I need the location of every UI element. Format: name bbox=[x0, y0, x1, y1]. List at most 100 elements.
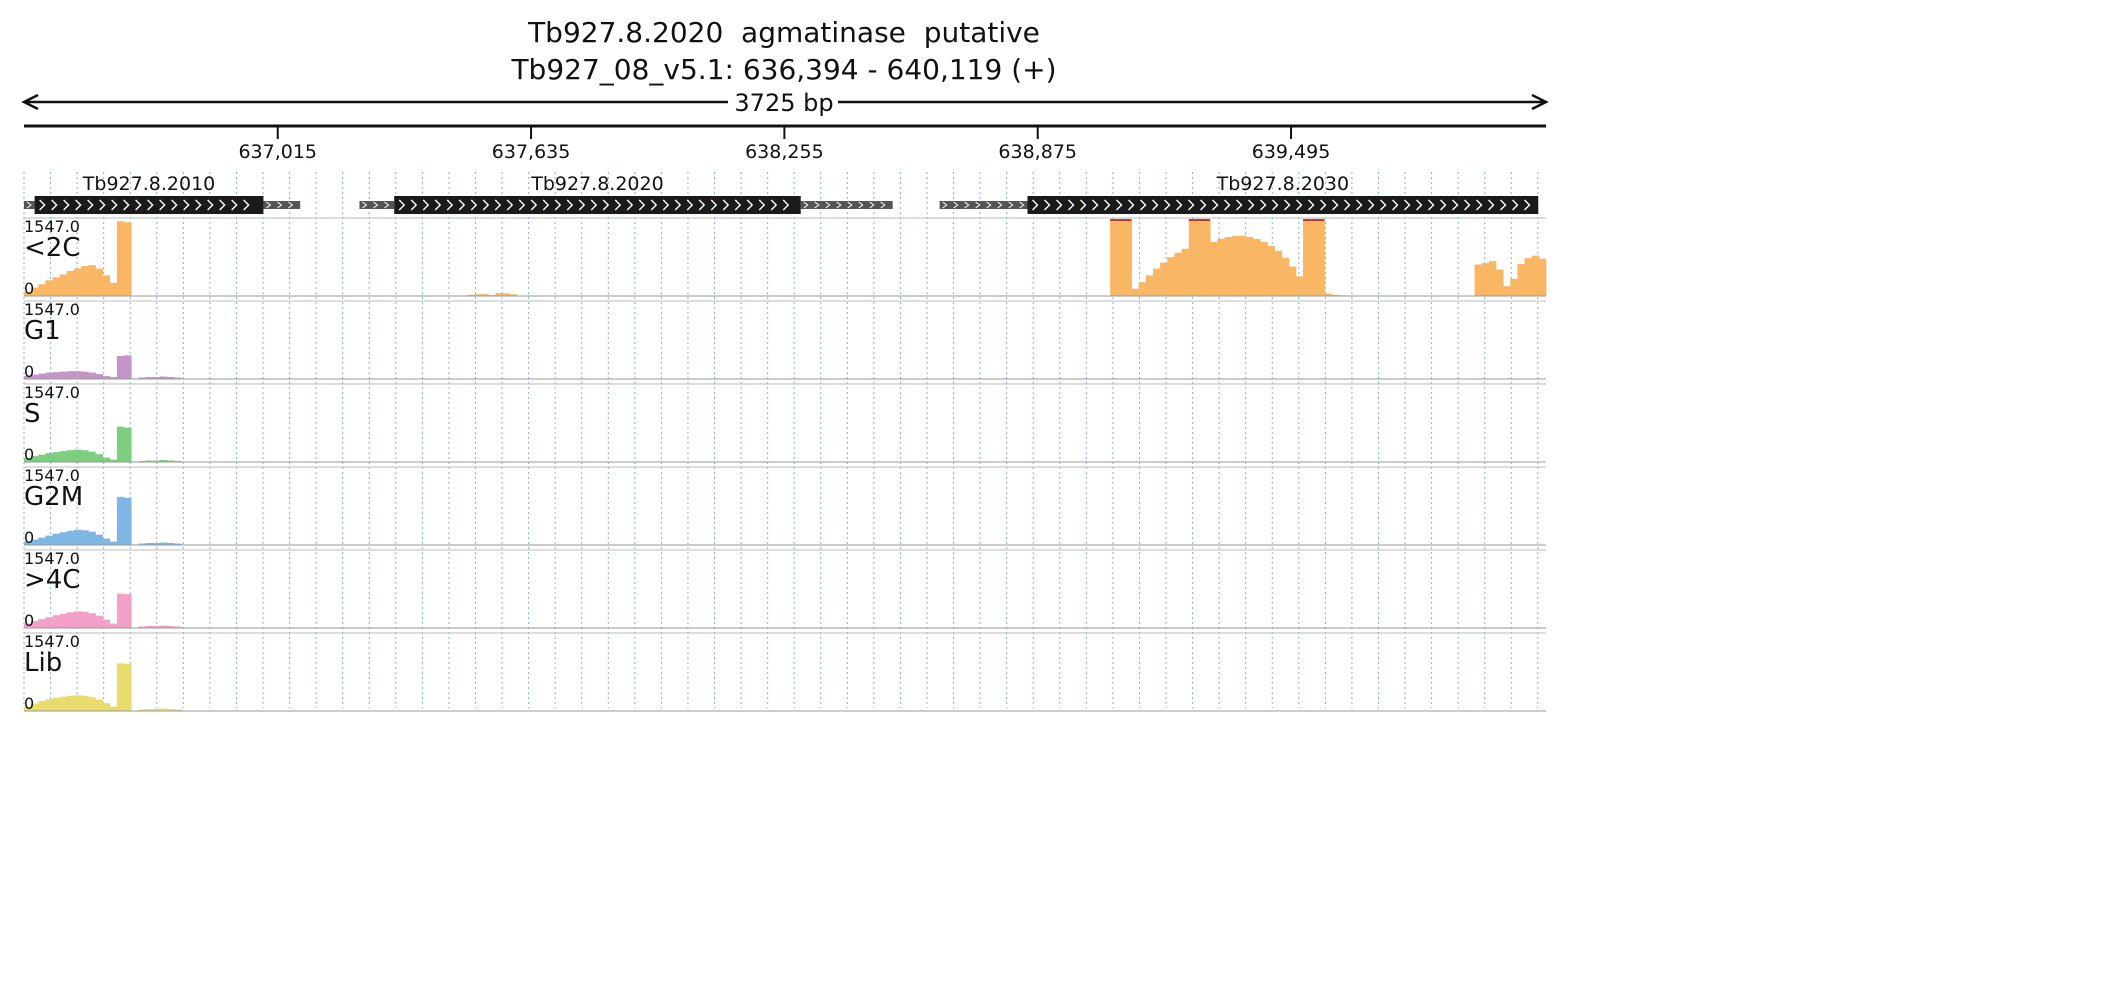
strand-arrow bbox=[975, 201, 981, 209]
coverage-bar bbox=[124, 355, 132, 379]
coverage-bar bbox=[45, 453, 53, 462]
coverage-bar bbox=[45, 617, 53, 628]
coverage-bar bbox=[1203, 220, 1211, 296]
coverage-bar bbox=[1110, 220, 1118, 296]
strand-arrow bbox=[770, 199, 778, 211]
coverage-bar bbox=[174, 626, 182, 628]
coverage-bar bbox=[1303, 220, 1311, 296]
strand-arrow bbox=[63, 199, 70, 211]
coverage-bar bbox=[74, 611, 82, 628]
coverage-bar bbox=[1231, 236, 1240, 296]
strand-arrow bbox=[997, 201, 1003, 209]
coverage-bar bbox=[24, 292, 32, 296]
gene-annotation-track: Tb927.8.2010 Tb927.8.2020 Tb927.8.2030 bbox=[24, 173, 1539, 214]
strand-arrow bbox=[26, 201, 32, 209]
strand-arrow bbox=[1200, 199, 1207, 211]
coverage-bar bbox=[95, 268, 104, 296]
coverage-track: 1547.0 0 G2M bbox=[24, 466, 1546, 547]
strand-arrow bbox=[470, 199, 478, 211]
strand-arrow bbox=[1188, 199, 1195, 211]
coverage-bar bbox=[74, 695, 82, 711]
coverage-bar bbox=[59, 371, 68, 379]
strand-arrow bbox=[1044, 199, 1051, 211]
tick-label: 637,635 bbox=[492, 141, 571, 163]
strand-arrow bbox=[710, 199, 718, 211]
coverage-tracks: 1547.00<2C1547.00G11547.00S1547.00G2M154… bbox=[24, 217, 1547, 713]
coverage-bar bbox=[166, 709, 175, 711]
strand-arrow bbox=[530, 199, 538, 211]
coverage-bar bbox=[1181, 248, 1190, 296]
coverage-track: 1547.0 0 G1 bbox=[24, 300, 1546, 381]
coverage-track: 1547.0 0 Lib bbox=[24, 632, 1546, 713]
strand-arrow bbox=[1476, 199, 1483, 211]
coverage-bar bbox=[66, 612, 75, 628]
coverage-bar bbox=[481, 294, 489, 296]
coverage-bar bbox=[38, 284, 46, 296]
coverage-bar bbox=[88, 531, 96, 545]
coverage-bar bbox=[52, 277, 61, 296]
strand-arrow bbox=[1104, 199, 1111, 211]
coverage-bar bbox=[31, 621, 39, 628]
gene-model[interactable]: Tb927.8.2020 bbox=[359, 173, 893, 214]
strand-arrow bbox=[554, 199, 562, 211]
strand-arrow bbox=[159, 199, 166, 211]
coverage-bar bbox=[102, 703, 111, 711]
strand-arrow bbox=[1368, 199, 1375, 211]
coverage-bar bbox=[138, 709, 146, 711]
coverage-bar bbox=[152, 709, 161, 711]
coverage-bar bbox=[74, 268, 82, 296]
strand-arrow bbox=[1019, 201, 1025, 209]
strand-arrow bbox=[638, 199, 646, 211]
coverage-bar bbox=[145, 626, 154, 628]
strand-arrow bbox=[722, 199, 730, 211]
coverage-bar bbox=[1310, 220, 1318, 296]
coverage-bar bbox=[66, 270, 75, 296]
coverage-bar bbox=[1281, 257, 1290, 296]
coverage-bar bbox=[102, 619, 111, 628]
coverage-bar bbox=[88, 451, 96, 462]
coverage-bar bbox=[66, 695, 75, 711]
coverage-bar bbox=[124, 427, 132, 462]
tick-group: 637,015 637,635 638,255 638,875 639,495 bbox=[238, 126, 1330, 163]
coverage-bar bbox=[1152, 268, 1161, 296]
coverage-bar bbox=[159, 460, 168, 462]
tick-label: 637,015 bbox=[238, 141, 317, 163]
track-ymin-label: 0 bbox=[24, 611, 34, 630]
strand-arrow bbox=[1152, 199, 1159, 211]
coverage-bar bbox=[1267, 245, 1275, 296]
coverage-bar bbox=[31, 374, 39, 379]
coverage-bar bbox=[81, 450, 89, 462]
strand-arrow bbox=[506, 199, 514, 211]
track-ymax-label: 1547.0 bbox=[24, 383, 80, 402]
coverage-bar bbox=[502, 293, 511, 296]
strand-arrow bbox=[75, 199, 82, 211]
strand-arrow bbox=[1260, 199, 1267, 211]
strand-arrow bbox=[880, 201, 886, 209]
strand-arrow bbox=[207, 199, 214, 211]
coverage-bar bbox=[152, 377, 161, 379]
coverage-bar bbox=[45, 280, 53, 296]
coverage-bar bbox=[1331, 294, 1340, 296]
strand-arrow bbox=[51, 199, 58, 211]
strand-arrow bbox=[674, 199, 682, 211]
track-ymin-label: 0 bbox=[24, 528, 34, 547]
coverage-bar bbox=[1503, 286, 1511, 296]
strand-arrow bbox=[398, 199, 406, 211]
strand-arrow bbox=[494, 199, 502, 211]
coverage-bar bbox=[1217, 239, 1225, 296]
coverage-bar bbox=[102, 376, 111, 379]
strand-arrow bbox=[953, 201, 959, 209]
coverage-bar bbox=[52, 452, 61, 462]
coverage-bar bbox=[31, 456, 39, 462]
coverage-bar bbox=[116, 593, 125, 628]
strand-arrow bbox=[1092, 199, 1099, 211]
coverage-bar bbox=[52, 615, 61, 628]
strand-arrow bbox=[1236, 199, 1243, 211]
coverage-track: 1547.0 0 S bbox=[24, 383, 1546, 464]
coverage-bar bbox=[124, 222, 132, 296]
strand-arrow bbox=[758, 199, 766, 211]
gene-model[interactable]: Tb927.8.2010 bbox=[24, 173, 301, 214]
coverage-bar bbox=[174, 709, 182, 711]
gene-model[interactable]: Tb927.8.2030 bbox=[939, 173, 1539, 214]
track-ymax-label: 1547.0 bbox=[24, 217, 80, 236]
